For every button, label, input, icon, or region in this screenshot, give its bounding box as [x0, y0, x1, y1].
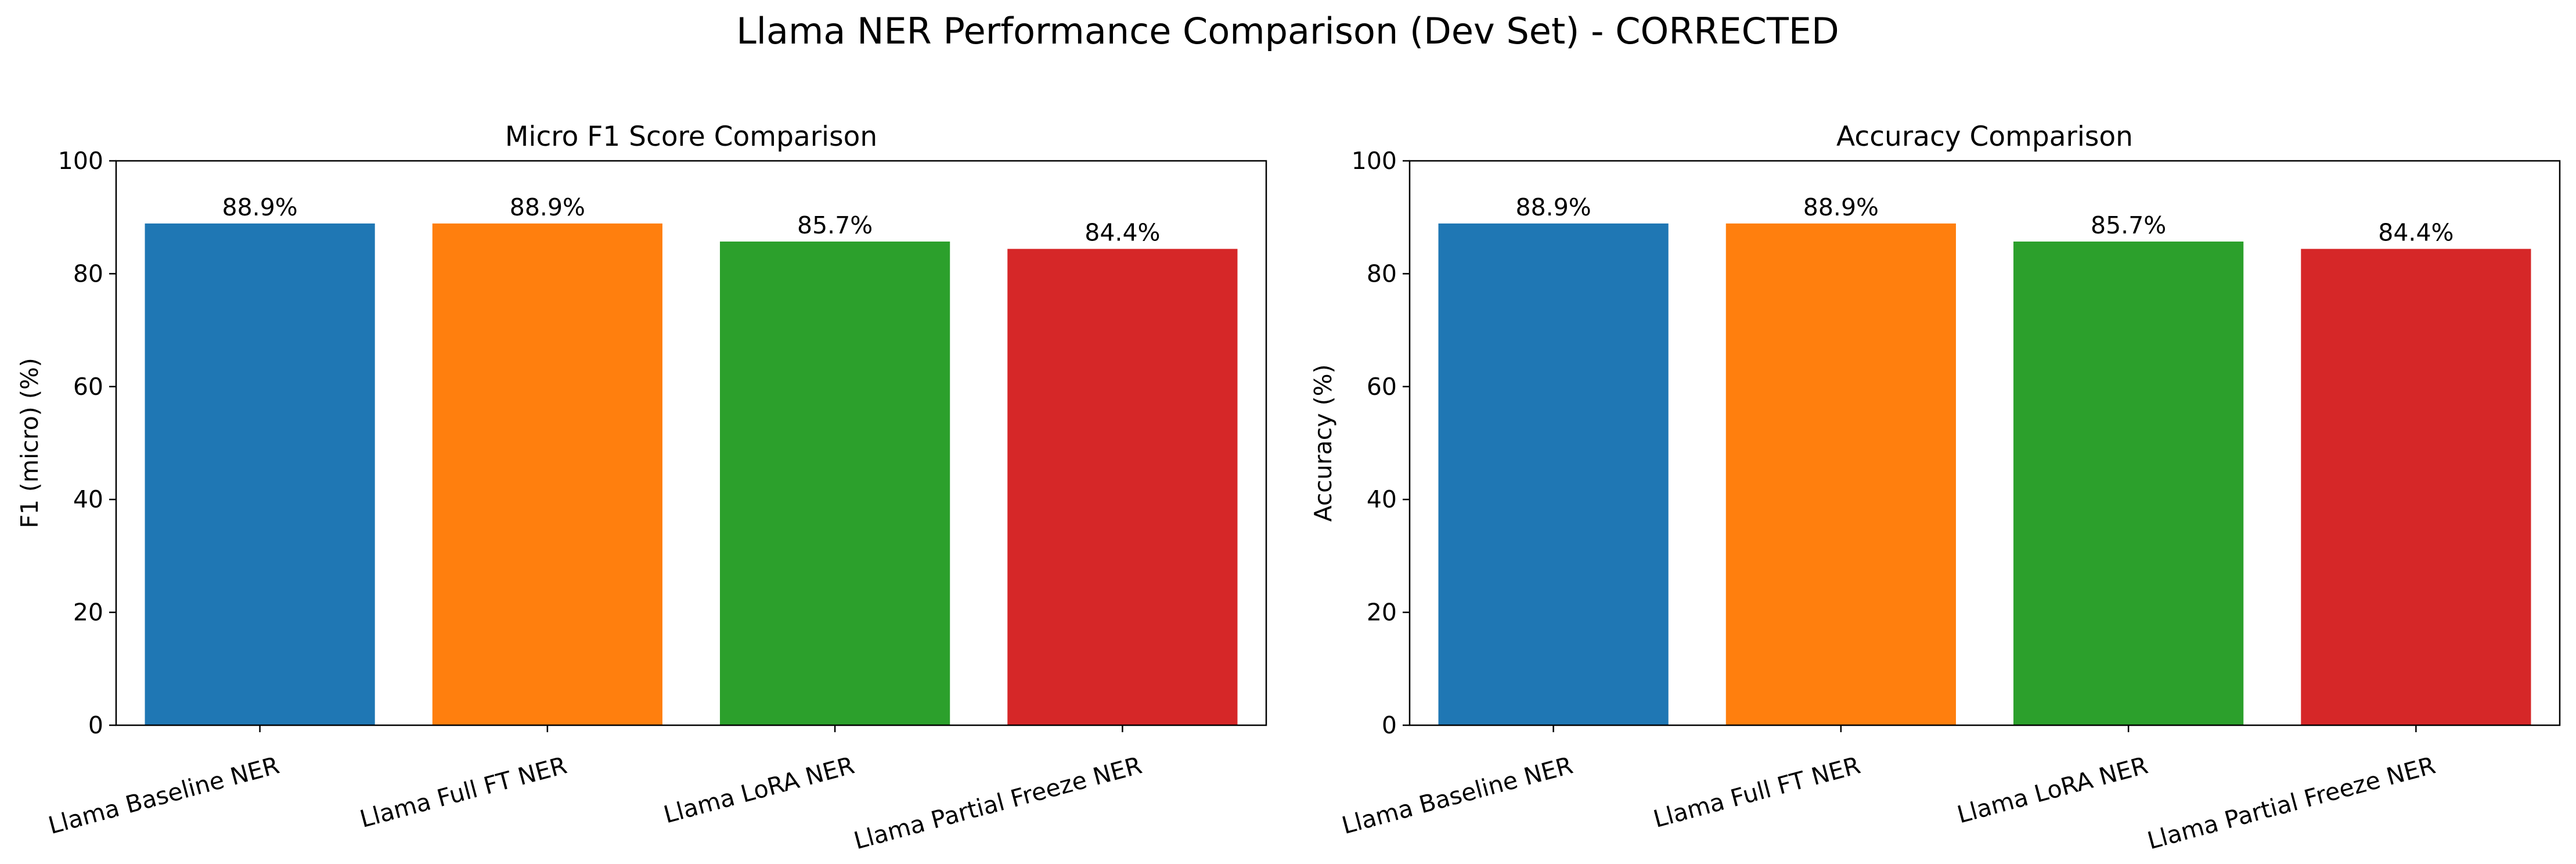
- chart2-title: Accuracy Comparison: [1836, 121, 2133, 153]
- chart1-y-tick-label: 80: [73, 260, 103, 287]
- chart2-bar-2: [1725, 223, 1956, 726]
- chart1-x-tick-label: Llama LoRA NER: [661, 751, 858, 829]
- chart1-value-label-3: 85.7%: [797, 211, 873, 239]
- chart1-title: Micro F1 Score Comparison: [505, 121, 877, 153]
- chart2-bar-1: [1438, 223, 1669, 726]
- chart1-x-tick-label: Llama Full FT NER: [357, 751, 570, 833]
- chart1-y-tick-label: 20: [73, 599, 103, 627]
- chart2-value-label-1: 88.9%: [1516, 193, 1591, 221]
- chart1-bar-3: [720, 241, 950, 726]
- chart1-y-tick-label: 0: [88, 711, 103, 739]
- figure-title: Llama NER Performance Comparison (Dev Se…: [736, 10, 1839, 52]
- chart1-axes-frame: [115, 160, 1267, 726]
- chart1-bar-4: [1007, 249, 1238, 726]
- chart1-bar-2: [432, 223, 662, 726]
- chart2-x-tick-label: Llama Baseline NER: [1339, 751, 1576, 840]
- chart1-value-label-1: 88.9%: [222, 193, 298, 221]
- chart2-y-tick-label: 20: [1367, 599, 1397, 627]
- chart2-value-label-2: 88.9%: [1803, 193, 1879, 221]
- chart1-value-label-2: 88.9%: [510, 193, 585, 221]
- chart1-x-tick-label: Llama Baseline NER: [45, 751, 282, 840]
- chart2-y-tick-label: 100: [1352, 147, 1397, 175]
- chart1-y-tick-label: 40: [73, 485, 103, 513]
- chart2-value-label-4: 84.4%: [2378, 219, 2453, 247]
- chart2-value-label-3: 85.7%: [2091, 211, 2166, 239]
- chart2-bar-3: [2013, 241, 2244, 726]
- chart2-x-tick-label: Llama Partial Freeze NER: [2145, 751, 2438, 855]
- chart2-x-tick-label: Llama Full FT NER: [1651, 751, 1864, 833]
- chart2-y-tick-label: 40: [1367, 485, 1397, 513]
- chart2-y-tick-label: 0: [1382, 711, 1397, 739]
- chart2-y-tick-label: 80: [1367, 260, 1397, 287]
- chart2-axes-frame: [1408, 160, 2561, 726]
- chart1-bar-1: [145, 223, 375, 726]
- chart1-value-label-4: 84.4%: [1085, 219, 1160, 247]
- chart2-x-tick-label: Llama LoRA NER: [1954, 751, 2151, 829]
- chart2-bar-4: [2301, 249, 2531, 726]
- chart1-y-axis-label: F1 (micro) (%): [16, 358, 44, 528]
- chart1-y-tick-label: 60: [73, 373, 103, 401]
- chart1-x-tick-label: Llama Partial Freeze NER: [851, 751, 1145, 855]
- chart2-y-axis-label: Accuracy (%): [1309, 364, 1337, 521]
- chart1-y-tick-label: 100: [58, 147, 103, 175]
- chart2-y-tick-label: 60: [1367, 373, 1397, 401]
